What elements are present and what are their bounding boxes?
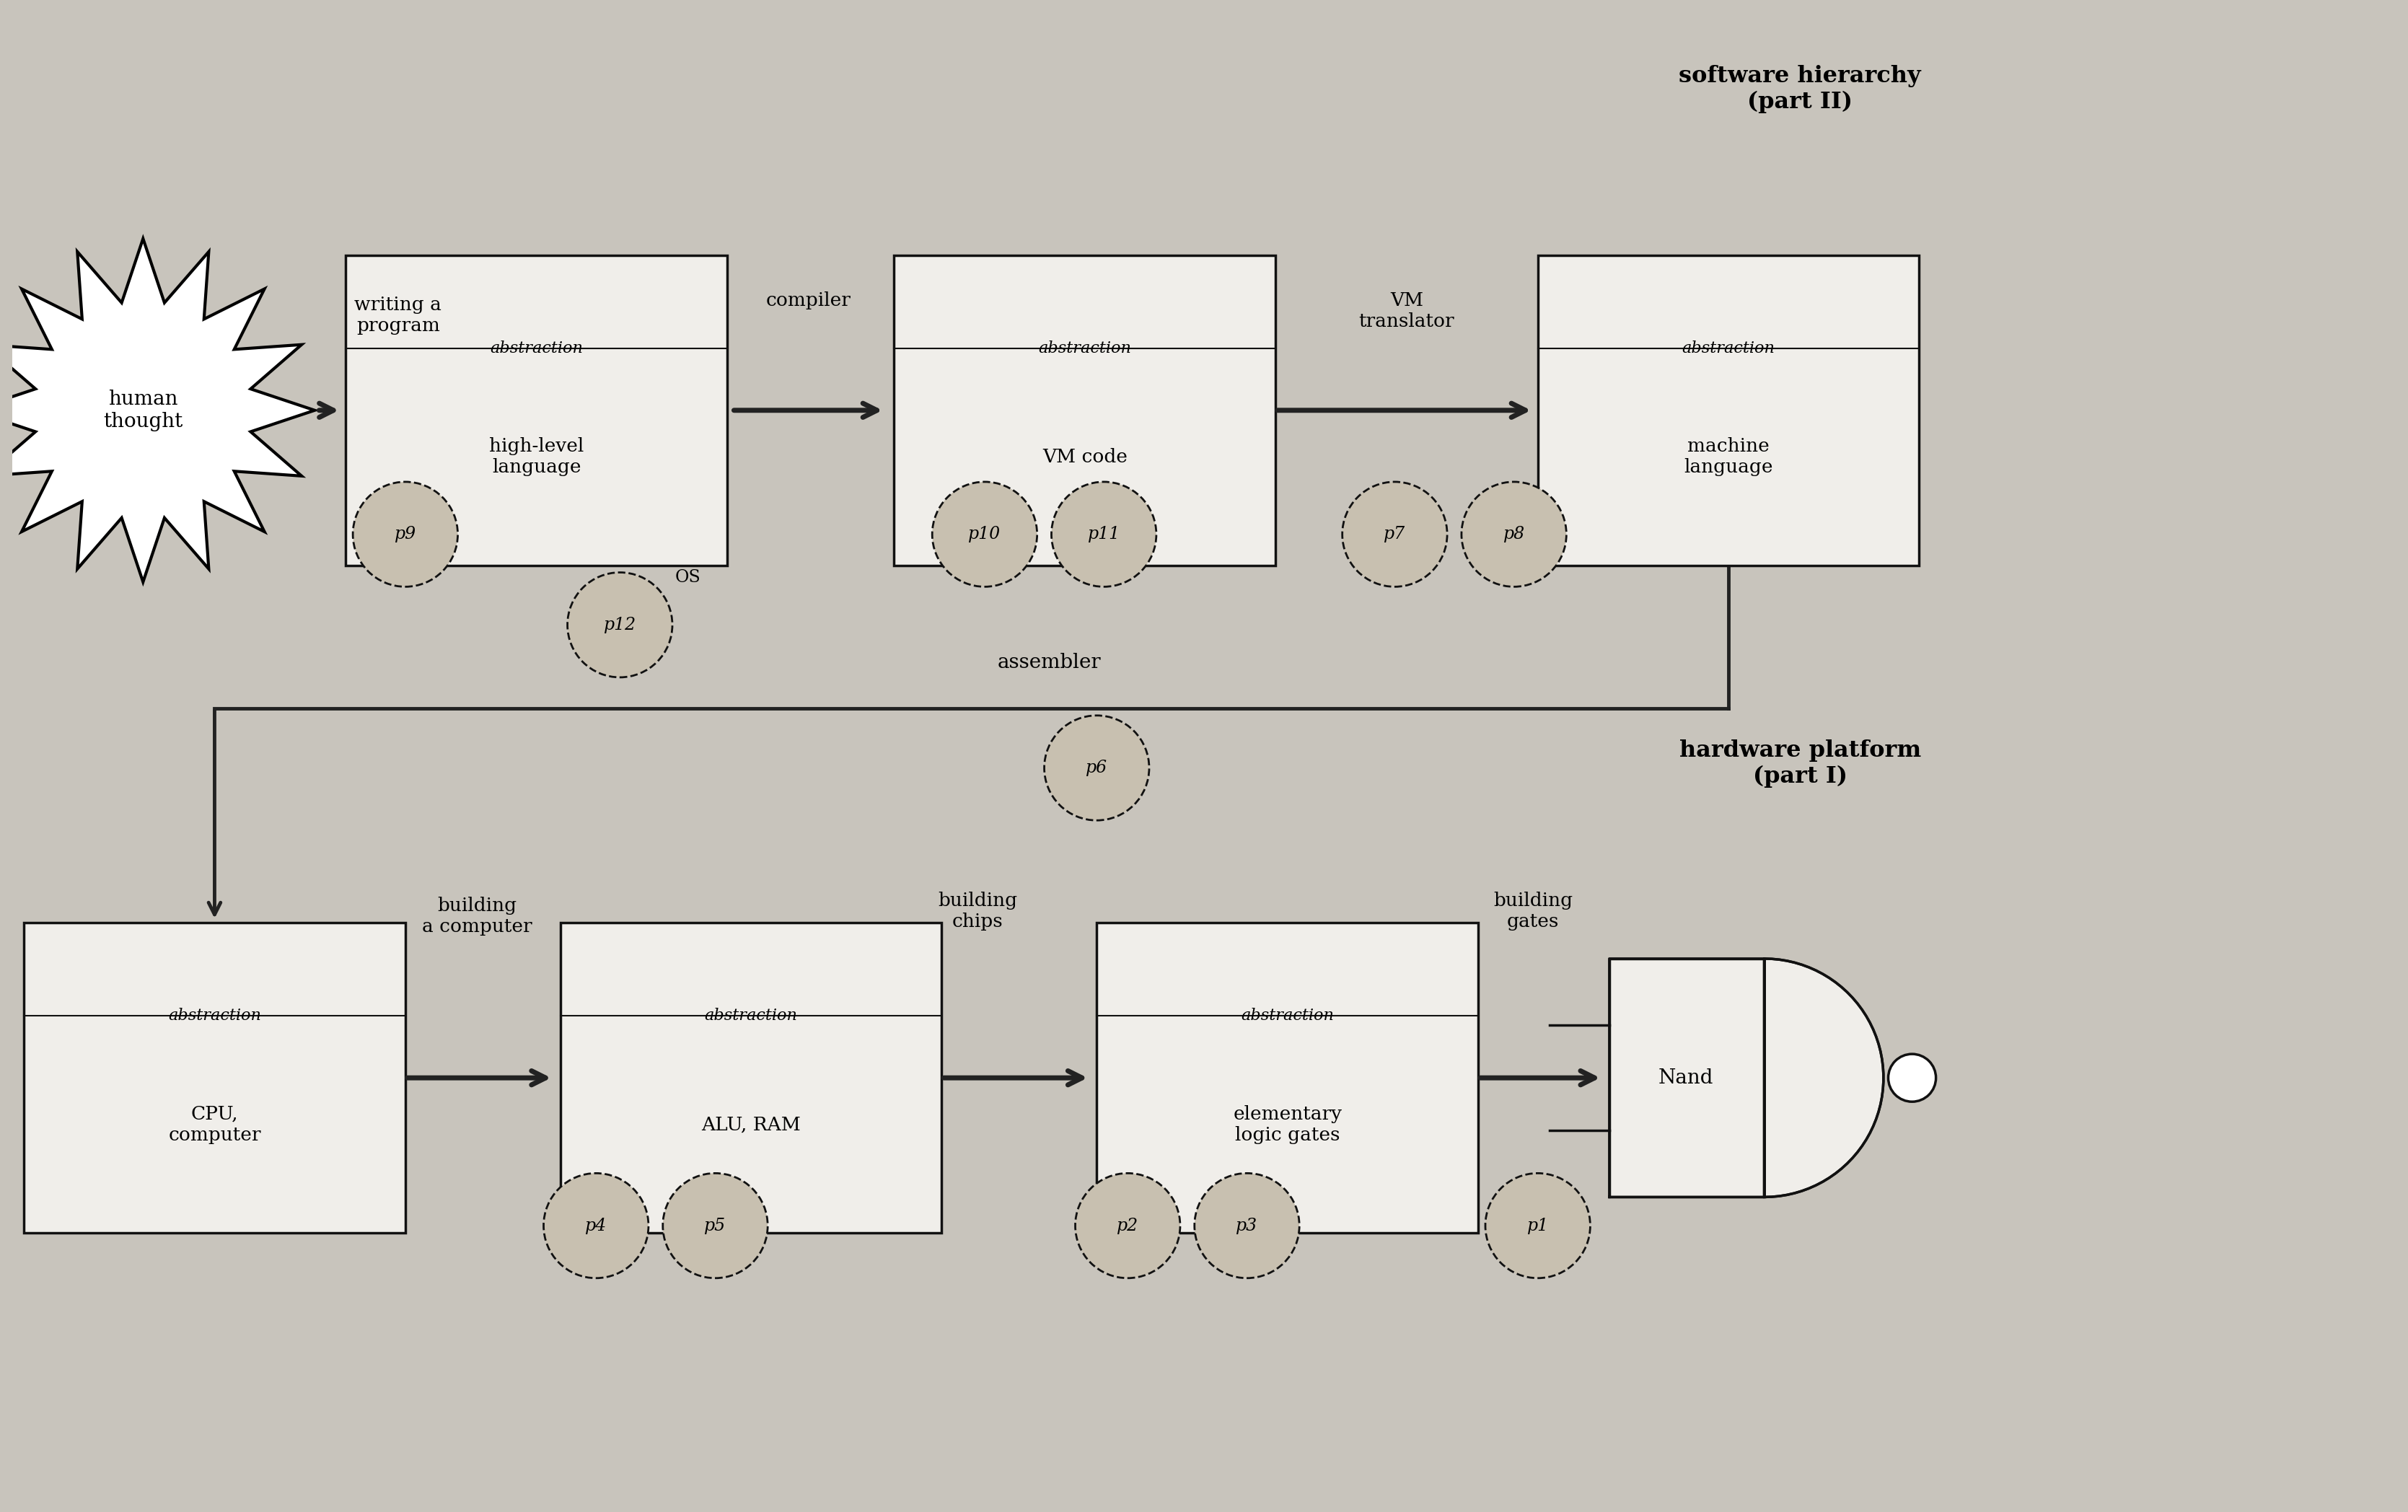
Text: writing a
program: writing a program <box>354 296 441 334</box>
Text: p10: p10 <box>968 526 1002 543</box>
Text: abstraction: abstraction <box>1038 340 1132 357</box>
Text: VM
translator: VM translator <box>1358 292 1454 330</box>
Bar <box>1539 256 1919 565</box>
Circle shape <box>1341 482 1447 587</box>
Text: OS: OS <box>674 569 701 585</box>
Circle shape <box>1052 482 1156 587</box>
Text: p9: p9 <box>395 526 417 543</box>
Text: assembler: assembler <box>997 653 1100 673</box>
Circle shape <box>932 482 1038 587</box>
Bar <box>1096 922 1479 1232</box>
Text: CPU,
computer: CPU, computer <box>169 1105 260 1143</box>
Circle shape <box>1486 1173 1589 1278</box>
Circle shape <box>1462 482 1565 587</box>
Text: p1: p1 <box>1527 1217 1548 1234</box>
Text: p8: p8 <box>1503 526 1524 543</box>
Text: ALU, RAM: ALU, RAM <box>701 1116 802 1134</box>
Text: p12: p12 <box>604 617 636 634</box>
Text: p4: p4 <box>585 1217 607 1234</box>
Text: p11: p11 <box>1088 526 1120 543</box>
Text: software hierarchy
(part II): software hierarchy (part II) <box>1678 65 1922 113</box>
Text: elementary
logic gates: elementary logic gates <box>1233 1105 1341 1143</box>
Text: Nand: Nand <box>1659 1067 1712 1087</box>
Text: abstraction: abstraction <box>706 1009 797 1024</box>
Circle shape <box>1194 1173 1300 1278</box>
Text: p6: p6 <box>1086 759 1108 776</box>
Text: abstraction: abstraction <box>489 340 583 357</box>
Circle shape <box>354 482 458 587</box>
Circle shape <box>568 573 672 677</box>
Text: VM code: VM code <box>1043 448 1127 466</box>
Text: abstraction: abstraction <box>1240 1009 1334 1024</box>
Text: high-level
language: high-level language <box>489 437 583 476</box>
Text: p5: p5 <box>706 1217 727 1234</box>
Circle shape <box>1045 715 1149 821</box>
Text: abstraction: abstraction <box>169 1009 260 1024</box>
Text: p3: p3 <box>1235 1217 1257 1234</box>
Circle shape <box>544 1173 648 1278</box>
Circle shape <box>1076 1173 1180 1278</box>
Text: building
chips: building chips <box>937 892 1016 931</box>
Text: abstraction: abstraction <box>1683 340 1775 357</box>
Bar <box>24 922 405 1232</box>
Circle shape <box>1888 1054 1936 1102</box>
Text: compiler: compiler <box>766 292 850 308</box>
Bar <box>893 256 1276 565</box>
Bar <box>561 922 942 1232</box>
Polygon shape <box>1765 959 1883 1198</box>
Text: p2: p2 <box>1117 1217 1139 1234</box>
Text: building
a computer: building a computer <box>421 897 532 936</box>
Circle shape <box>662 1173 768 1278</box>
Text: building
gates: building gates <box>1493 892 1572 931</box>
Text: hardware platform
(part I): hardware platform (part I) <box>1678 739 1922 788</box>
Polygon shape <box>0 239 315 582</box>
Text: human
thought: human thought <box>104 389 183 431</box>
Text: p7: p7 <box>1385 526 1406 543</box>
FancyBboxPatch shape <box>1609 959 1765 1198</box>
Text: machine
language: machine language <box>1683 437 1772 476</box>
Bar <box>347 256 727 565</box>
